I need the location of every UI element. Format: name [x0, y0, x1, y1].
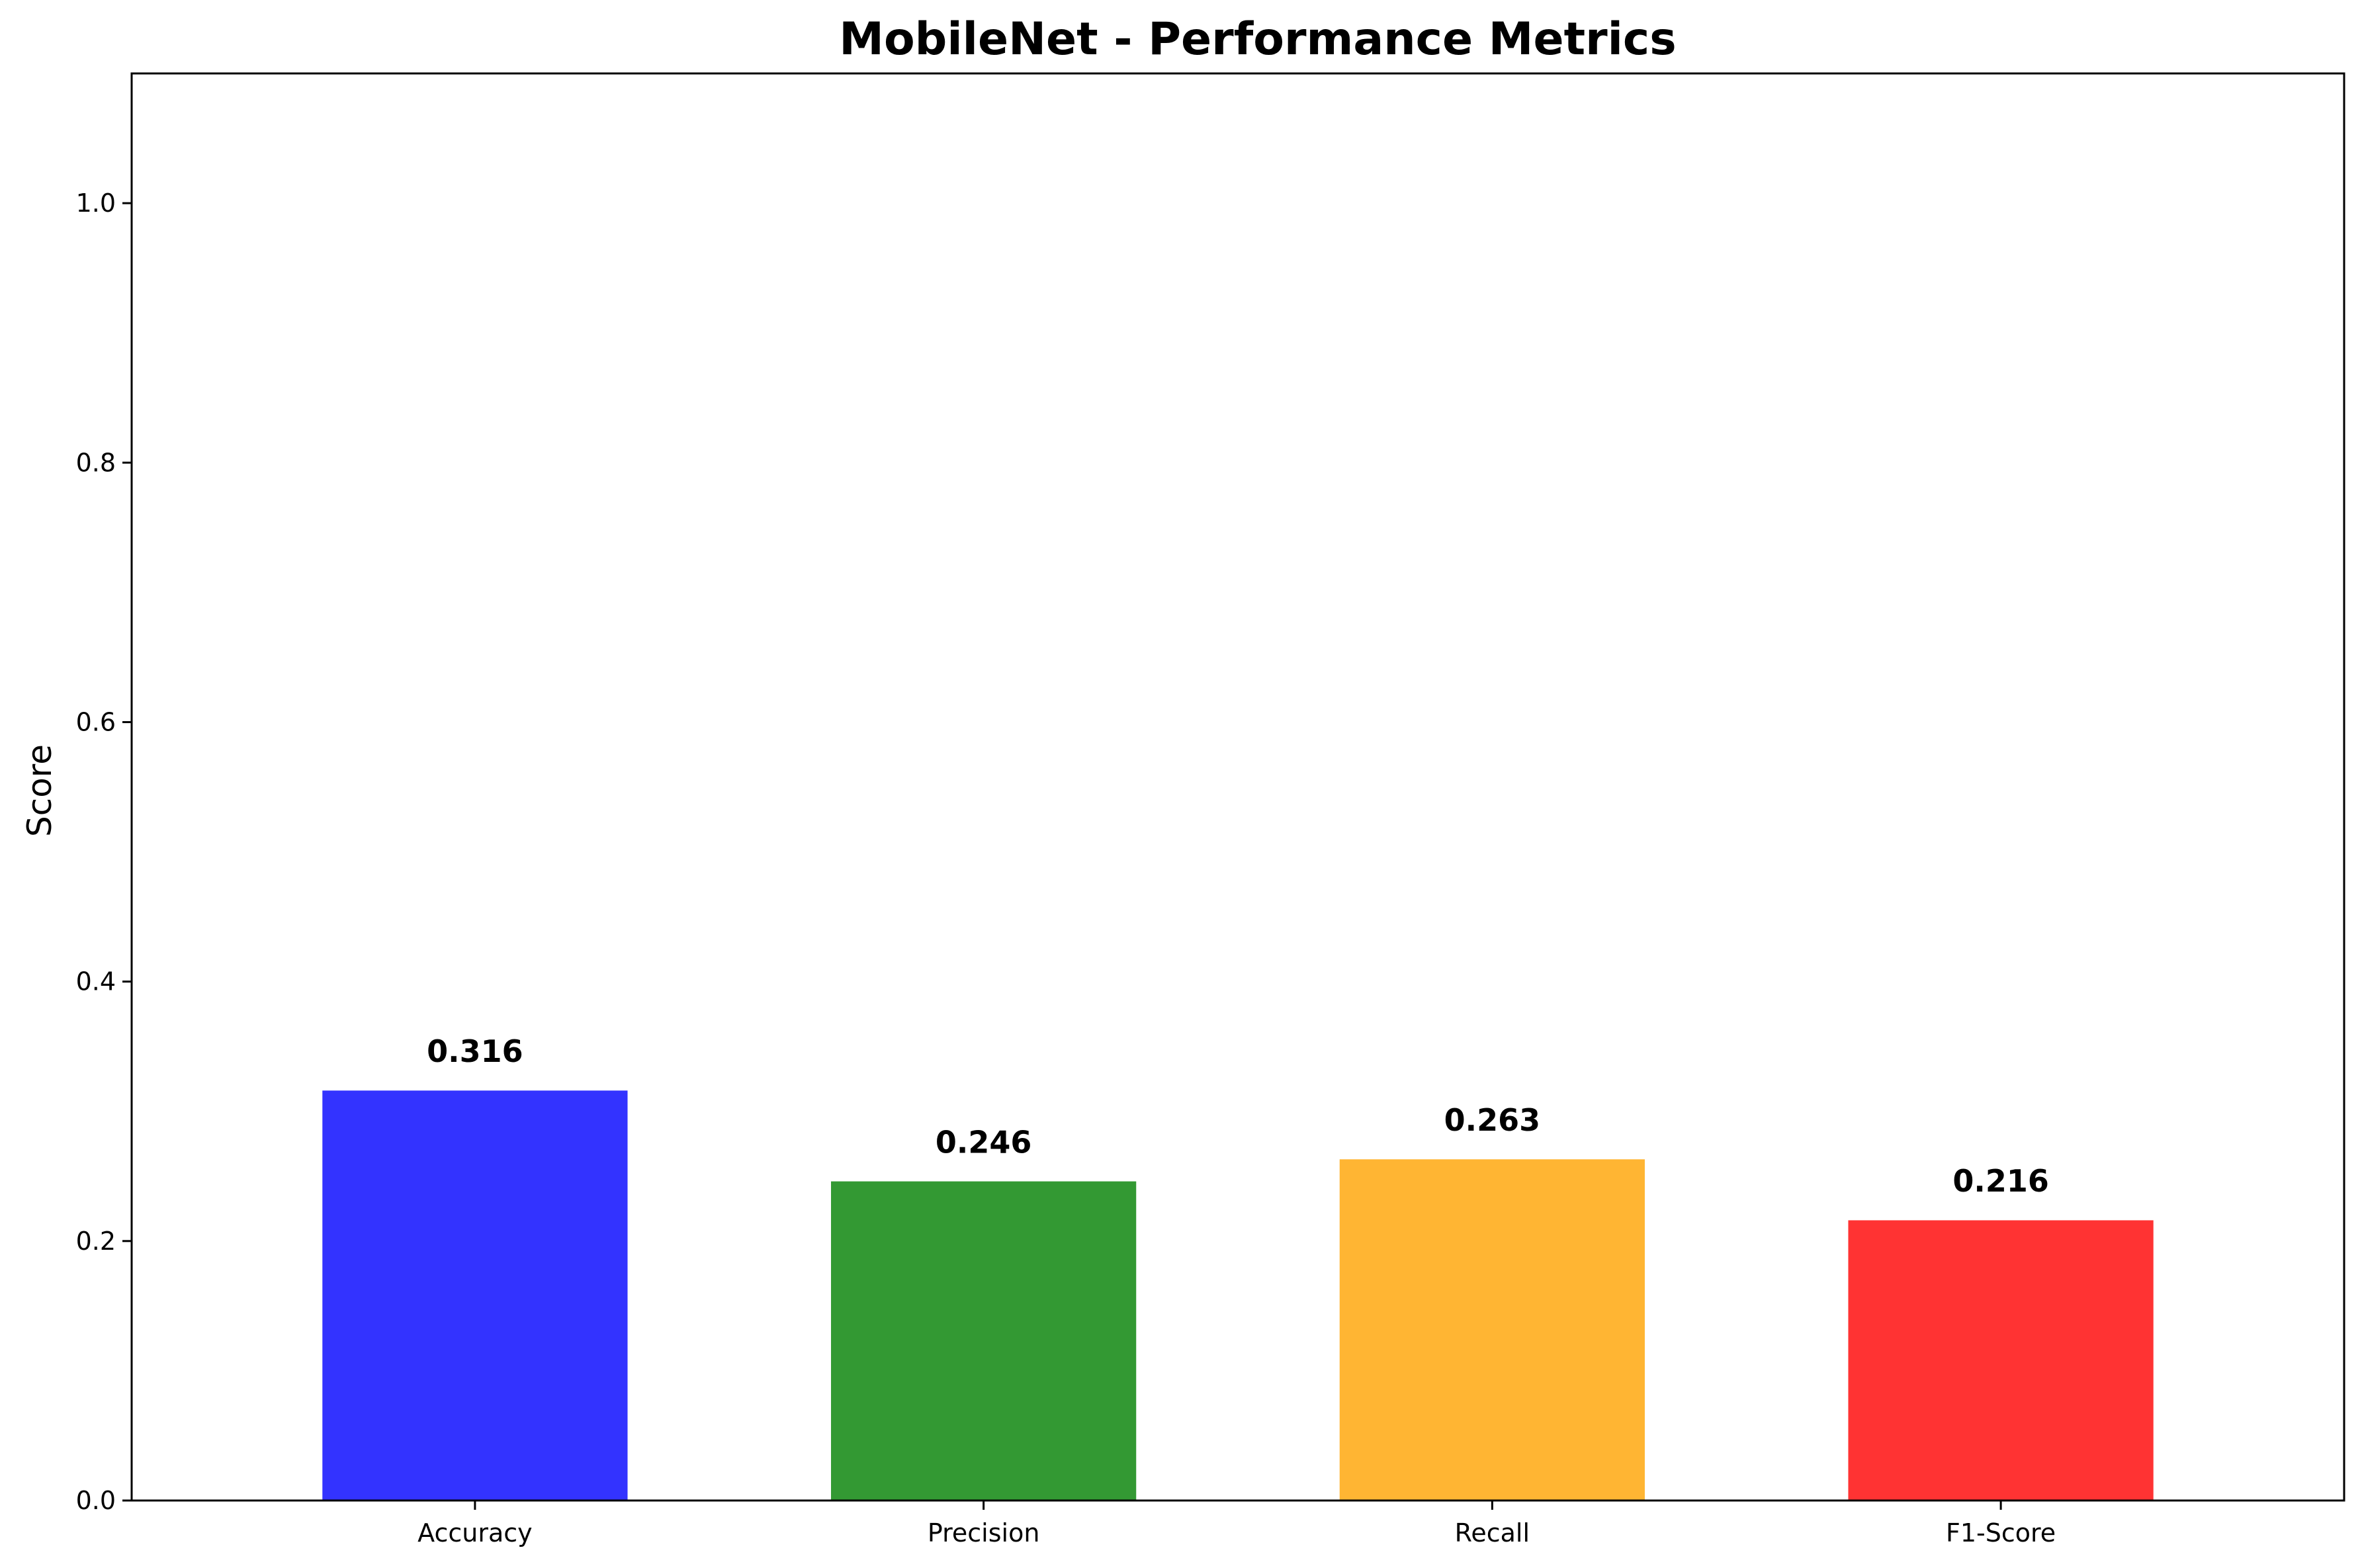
bar-precision — [831, 1181, 1137, 1501]
bar-value-label: 0.246 — [936, 1124, 1032, 1160]
bar-recall — [1339, 1159, 1645, 1501]
y-axis-ticks: 0.0 0.2 0.4 0.6 0.8 1.0 — [76, 189, 132, 1515]
bars — [322, 1090, 2154, 1501]
y-tick-label: 0.2 — [76, 1227, 116, 1256]
x-axis-ticks: Accuracy Precision Recall F1-Score — [417, 1501, 2056, 1547]
y-tick-label: 0.4 — [76, 967, 116, 996]
y-tick-label: 0.8 — [76, 448, 116, 477]
x-tick-label: Precision — [928, 1518, 1040, 1547]
value-labels: 0.316 0.246 0.263 0.216 — [427, 1033, 2049, 1199]
chart-title: MobileNet - Performance Metrics — [839, 13, 1676, 65]
bar-accuracy — [322, 1090, 628, 1501]
plot-frame — [130, 72, 2345, 1502]
y-tick-label: 0.0 — [76, 1486, 116, 1515]
bar-value-label: 0.263 — [1444, 1102, 1541, 1138]
y-tick-label: 1.0 — [76, 189, 116, 218]
bar-value-label: 0.316 — [427, 1033, 523, 1069]
bar-f1-score — [1848, 1220, 2154, 1501]
x-tick-label: Recall — [1455, 1518, 1530, 1547]
x-tick-label: Accuracy — [417, 1518, 533, 1547]
x-tick-label: F1-Score — [1946, 1518, 2056, 1547]
bar-value-label: 0.216 — [1952, 1163, 2049, 1199]
y-tick-label: 0.6 — [76, 707, 116, 736]
y-axis-label: Score — [21, 744, 59, 837]
